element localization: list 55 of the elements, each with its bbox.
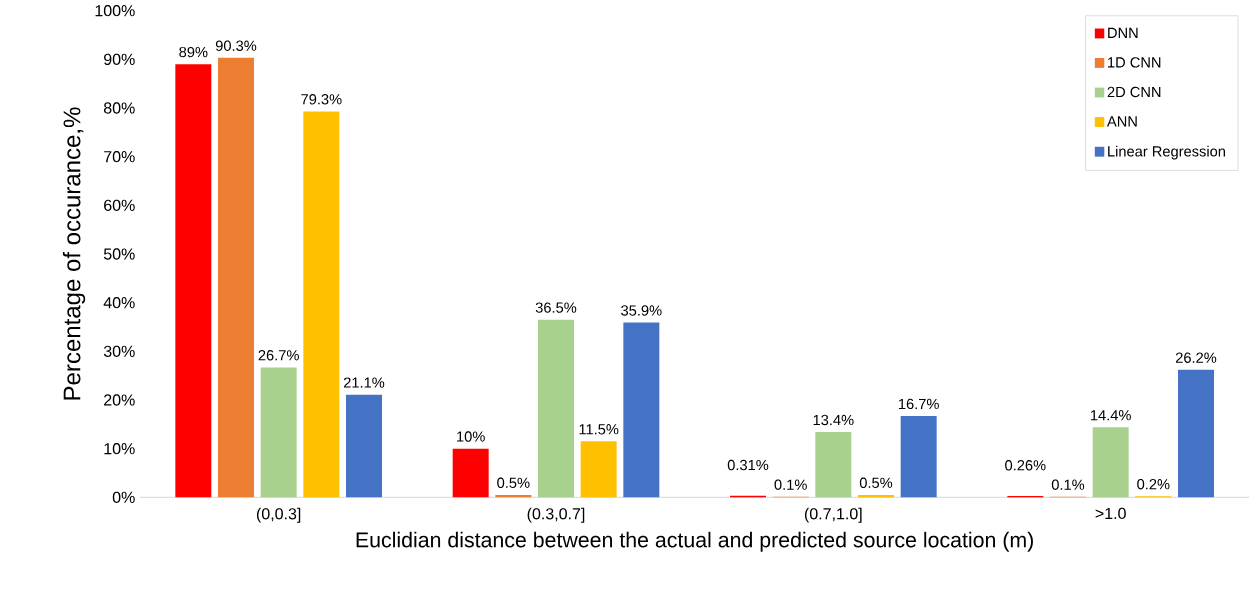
y-tick-label: 50% (103, 248, 135, 260)
data-label: 0.5% (859, 477, 893, 489)
data-label: 0.1% (1051, 479, 1085, 491)
data-label: 90.3% (215, 40, 257, 52)
data-label: 26.2% (1175, 352, 1217, 364)
data-label: 13.4% (813, 414, 854, 426)
y-axis-title: Percentage of occurance,% (62, 107, 86, 400)
bar (346, 394, 382, 498)
y-tick-label: 70% (104, 151, 135, 163)
x-tick-label: (0,0.3] (256, 507, 301, 523)
y-tick-label: 80% (103, 102, 135, 114)
legend-label: Linear Regression (1108, 145, 1225, 160)
y-tick-label: 40% (103, 297, 135, 309)
bar (900, 416, 937, 498)
bar (175, 64, 212, 498)
legend-label: 1D CNN (1108, 57, 1161, 68)
data-label: 0.26% (1005, 460, 1046, 471)
y-tick-label: 10% (104, 443, 135, 455)
x-tick-label: (0.3,0.7] (527, 507, 585, 523)
x-tick-label: (0.7,1.0] (804, 507, 862, 523)
data-label: 36.5% (535, 302, 577, 313)
data-label: 79.3% (301, 94, 342, 105)
data-label: 35.9% (621, 305, 662, 316)
y-tick-label: 100% (95, 5, 135, 17)
data-label: 11.5% (579, 424, 619, 435)
data-label: 16.7% (898, 398, 939, 410)
data-label: 0.5% (497, 477, 530, 489)
bar (303, 111, 340, 498)
bar (218, 58, 255, 498)
x-tick-label: >1.0 (1095, 507, 1126, 520)
data-label: 0.31% (727, 460, 769, 471)
x-axis-title: Euclidian distance between the actual and predicted source location (m) (356, 531, 1033, 552)
data-label: 14.4% (1090, 410, 1131, 421)
bar (1092, 427, 1129, 498)
bar (260, 367, 297, 498)
bar (580, 441, 617, 498)
bar (452, 448, 489, 498)
bar (1178, 369, 1215, 498)
legend-label: ANN (1106, 116, 1137, 127)
data-label: 0.2% (1137, 479, 1170, 490)
y-tick-label: 90% (104, 53, 135, 66)
data-label: 21.1% (343, 377, 385, 388)
data-label: 0.1% (774, 479, 807, 491)
y-tick-label: 30% (103, 345, 135, 358)
data-label: 10% (457, 431, 485, 442)
data-label: 89% (179, 47, 208, 58)
y-tick-label: 20% (104, 394, 135, 406)
data-label: 26.7% (258, 350, 299, 361)
legend-label: 2D CNN (1107, 86, 1161, 98)
bar (815, 432, 852, 498)
bar (623, 322, 660, 498)
bar (538, 319, 575, 498)
y-tick-label: 60% (104, 199, 135, 212)
y-tick-label: 0% (112, 491, 135, 504)
legend-label: DNN (1108, 27, 1138, 39)
